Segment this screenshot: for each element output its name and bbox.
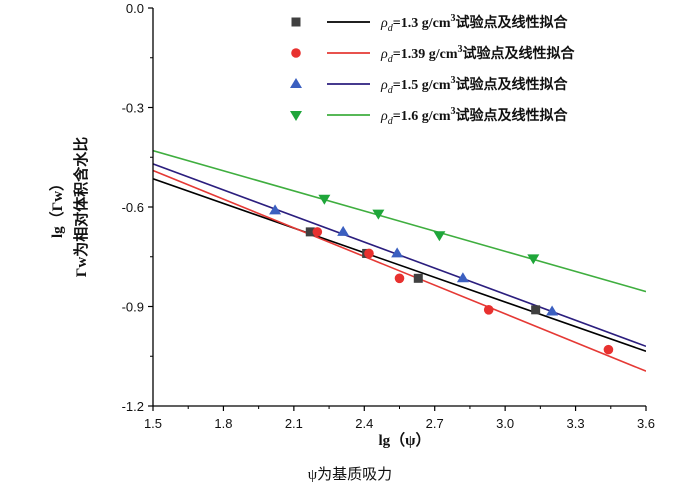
legend-marker-series-1 — [291, 17, 301, 27]
legend-marker-series-4 — [290, 111, 302, 121]
data-point-series-3 — [337, 225, 350, 236]
x-tick-label: 1.5 — [144, 416, 162, 431]
x-tick-label: 3.6 — [637, 416, 655, 431]
data-point-series-4 — [372, 209, 385, 220]
data-point-series-4 — [527, 254, 540, 265]
legend-label-series-4: ρd=1.6 g/cm3试验点及线性拟合 — [380, 106, 568, 127]
data-point-series-2 — [312, 227, 323, 237]
y-tick-label: -0.9 — [122, 300, 144, 315]
y-tick-label: -0.3 — [122, 101, 144, 116]
data-point-series-2 — [364, 248, 374, 259]
data-point-series-2 — [603, 344, 614, 355]
legend-label-series-2: ρd=1.39 g/cm3试验点及线性拟合 — [380, 44, 575, 65]
y-axis-subtitle: Γw为相对体积含水比 — [72, 137, 90, 277]
data-point-series-3 — [546, 305, 559, 316]
x-tick-label: 3.3 — [567, 416, 585, 431]
y-tick-label: 0.0 — [126, 1, 144, 16]
x-tick-label: 2.1 — [285, 416, 303, 431]
data-point-series-1 — [531, 305, 541, 315]
data-point-series-3 — [456, 272, 469, 283]
legend-marker-series-3 — [290, 78, 302, 88]
data-point-series-1 — [305, 227, 315, 237]
data-point-series-1 — [413, 273, 423, 283]
x-tick-label: 3.0 — [496, 416, 514, 431]
legend-label-series-1: ρd=1.3 g/cm3试验点及线性拟合 — [380, 13, 568, 34]
fit-line-series-1 — [153, 178, 646, 353]
x-tick-label: 2.7 — [426, 416, 444, 431]
data-point-series-2 — [483, 305, 494, 315]
legend-label-series-3: ρd=1.5 g/cm3试验点及线性拟合 — [380, 75, 568, 96]
y-axis-title: lg（Γw） — [48, 176, 66, 238]
data-point-series-2 — [394, 273, 405, 284]
y-tick-label: -1.2 — [122, 399, 144, 414]
fit-line-series-4 — [153, 149, 646, 293]
x-axis-title: lg（ψ） — [379, 431, 431, 449]
data-point-series-4 — [433, 231, 446, 242]
x-tick-label: 2.4 — [355, 416, 373, 431]
data-point-series-3 — [269, 204, 282, 215]
legend-marker-series-2 — [291, 48, 301, 58]
data-point-series-4 — [318, 194, 331, 205]
y-tick-label: -0.6 — [122, 200, 144, 215]
x-tick-label: 1.8 — [214, 416, 232, 431]
chart-caption: ψ为基质吸力 — [307, 467, 393, 483]
data-point-series-3 — [391, 247, 404, 258]
fit-line-series-2 — [153, 169, 646, 372]
